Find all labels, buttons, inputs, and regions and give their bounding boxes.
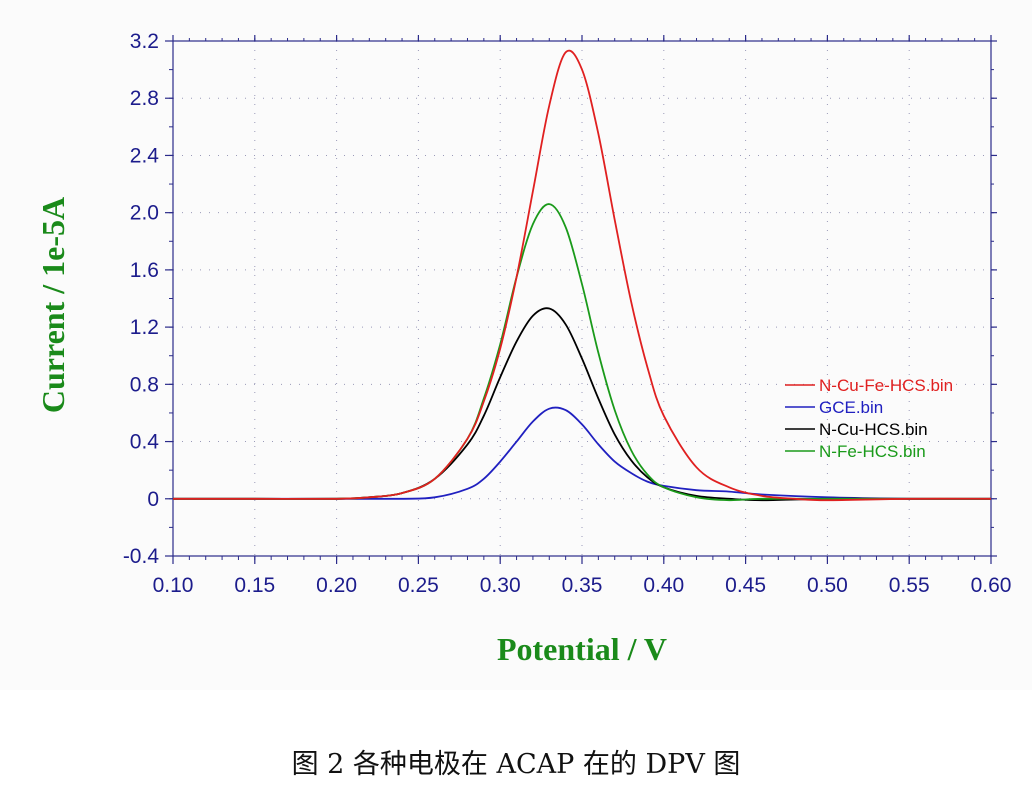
legend-label-gce: GCE.bin (819, 398, 883, 417)
series-line-n-cu-fe-hcs (173, 49, 992, 502)
figure-caption: 图 2 各种电极在 ACAP 在的 DPV 图 (291, 749, 741, 780)
x-tick-label: 0.10 (153, 574, 194, 597)
dpv-chart: 0.10 0.15 0.20 0.25 0.30 0.35 0.40 0.45 0.50 0.55… (35, 30, 1012, 667)
legend-label-n-fe-hcs: N-Fe-HCS.bin (819, 442, 926, 461)
y-tick-label: 2.0 (130, 202, 159, 225)
y-tick-label: 0.4 (130, 431, 160, 454)
legend: N-Cu-Fe-HCS.bin GCE.bin N-Cu-HCS.bin N-Fe-H… (785, 376, 953, 461)
x-axis-title: Potential / V (497, 631, 667, 667)
y-tick-label: 3.2 (130, 30, 159, 53)
x-tick-label: 0.40 (643, 574, 684, 597)
x-tick-label: 0.25 (398, 574, 439, 597)
axis-ticks (165, 35, 997, 564)
y-tick-label: 1.2 (130, 316, 159, 339)
y-tick-label: 0 (147, 488, 159, 511)
x-tick-label: 0.20 (316, 574, 357, 597)
y-tick-label: 1.6 (130, 259, 159, 282)
x-tick-label: 0.50 (807, 574, 848, 597)
y-tick-label: 0.8 (130, 373, 159, 396)
y-tick-labels: -0.4 0 0.4 0.8 1.2 1.6 2.0 2.4 2.8 3.2 (123, 30, 160, 568)
legend-label-n-cu-fe-hcs: N-Cu-Fe-HCS.bin (819, 376, 953, 395)
x-tick-label: 0.55 (889, 574, 930, 597)
chart-figure: 0.10 0.15 0.20 0.25 0.30 0.35 0.40 0.45 0.50 0.55… (35, 30, 1012, 667)
x-tick-label: 0.35 (562, 574, 603, 597)
y-axis-title: Current / 1e-5A (35, 197, 71, 413)
y-tick-label: 2.4 (130, 144, 160, 167)
legend-label-n-cu-hcs: N-Cu-HCS.bin (819, 420, 928, 439)
grid (173, 41, 991, 556)
series-lines (173, 49, 992, 502)
y-tick-label: -0.4 (123, 545, 160, 568)
x-tick-label: 0.60 (971, 574, 1012, 597)
x-tick-labels: 0.10 0.15 0.20 0.25 0.30 0.35 0.40 0.45 0.50 0.55… (153, 574, 1012, 597)
plot-frame (172, 40, 992, 557)
y-tick-label: 2.8 (130, 87, 159, 110)
x-tick-label: 0.45 (725, 574, 766, 597)
x-tick-label: 0.15 (234, 574, 275, 597)
x-tick-label: 0.30 (480, 574, 521, 597)
